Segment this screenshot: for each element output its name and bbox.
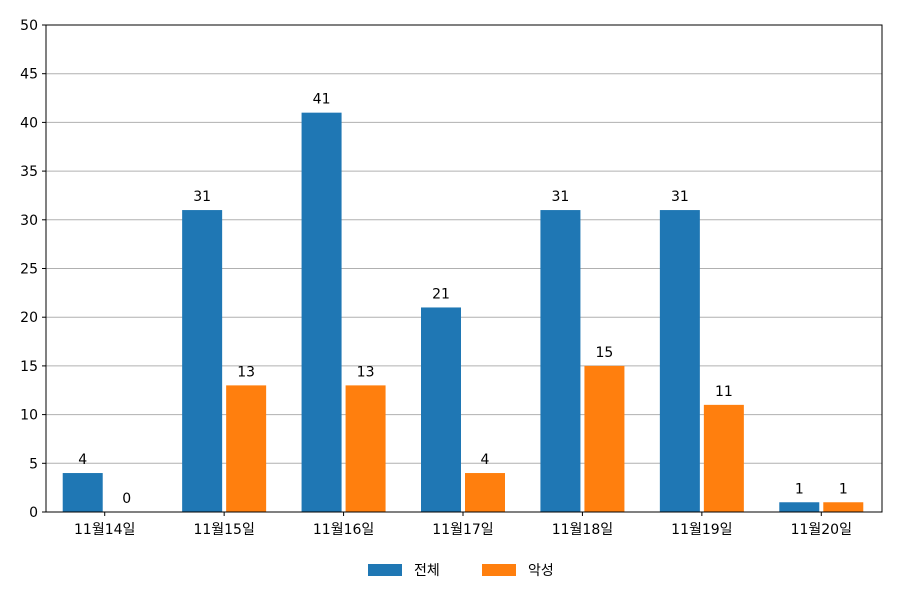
x-tick-label: 11월14일	[74, 522, 135, 538]
bar-malicious	[584, 365, 625, 512]
x-axis: 11월14일 11월15일 11월16일 11월17일 11월18일 11월19일 11월2…	[74, 512, 852, 538]
x-tick-label: 11월15일	[193, 522, 254, 538]
bar-total	[301, 112, 342, 512]
data-label: 13	[237, 364, 255, 380]
data-label: 1	[839, 481, 848, 497]
legend: 전체 악성	[368, 563, 554, 579]
y-tick-label: 25	[20, 262, 38, 278]
y-tick-label: 45	[20, 67, 38, 83]
y-tick-label: 40	[20, 115, 38, 131]
x-tick-label: 11월18일	[552, 522, 613, 538]
data-label: 4	[78, 452, 87, 468]
bar-total	[540, 210, 581, 512]
data-label: 1	[795, 481, 804, 497]
y-tick-label: 0	[29, 505, 38, 521]
bar-malicious	[823, 502, 864, 512]
bars	[62, 112, 864, 512]
grid-lines	[46, 73, 882, 464]
bar-malicious	[226, 385, 267, 512]
y-tick-label: 5	[29, 456, 38, 472]
y-tick-label: 50	[20, 18, 38, 34]
legend-label: 악성	[528, 563, 554, 579]
bar-total	[779, 502, 820, 512]
data-label: 31	[671, 189, 689, 205]
legend-swatch-malicious	[482, 564, 516, 576]
data-label: 41	[313, 92, 331, 108]
data-label: 31	[552, 189, 570, 205]
bar-malicious	[465, 473, 505, 512]
bar-total	[182, 210, 223, 512]
bar-malicious	[345, 385, 386, 512]
bar-total	[62, 473, 103, 512]
data-label: 0	[122, 491, 131, 507]
x-tick-label: 11월17일	[432, 522, 493, 538]
data-label: 11	[715, 384, 733, 400]
bar-total	[421, 307, 461, 512]
x-tick-label: 11월20일	[791, 522, 852, 538]
data-label: 21	[432, 286, 450, 302]
legend-swatch-total	[368, 564, 402, 576]
data-label: 13	[357, 364, 375, 380]
data-label: 4	[481, 452, 490, 468]
y-axis: 0 5 10 15 20 25 30 35 40 45 50	[20, 18, 46, 521]
y-tick-label: 15	[20, 359, 38, 375]
y-tick-label: 20	[20, 310, 38, 326]
x-tick-label: 11월16일	[313, 522, 374, 538]
x-tick-label: 11월19일	[671, 522, 732, 538]
y-tick-label: 35	[20, 164, 38, 180]
bar-malicious	[703, 404, 744, 512]
data-label: 31	[193, 189, 211, 205]
bar-total	[659, 210, 700, 512]
legend-label: 전체	[414, 563, 440, 579]
y-tick-label: 10	[20, 408, 38, 424]
data-label: 15	[596, 345, 614, 361]
y-tick-label: 30	[20, 213, 38, 229]
